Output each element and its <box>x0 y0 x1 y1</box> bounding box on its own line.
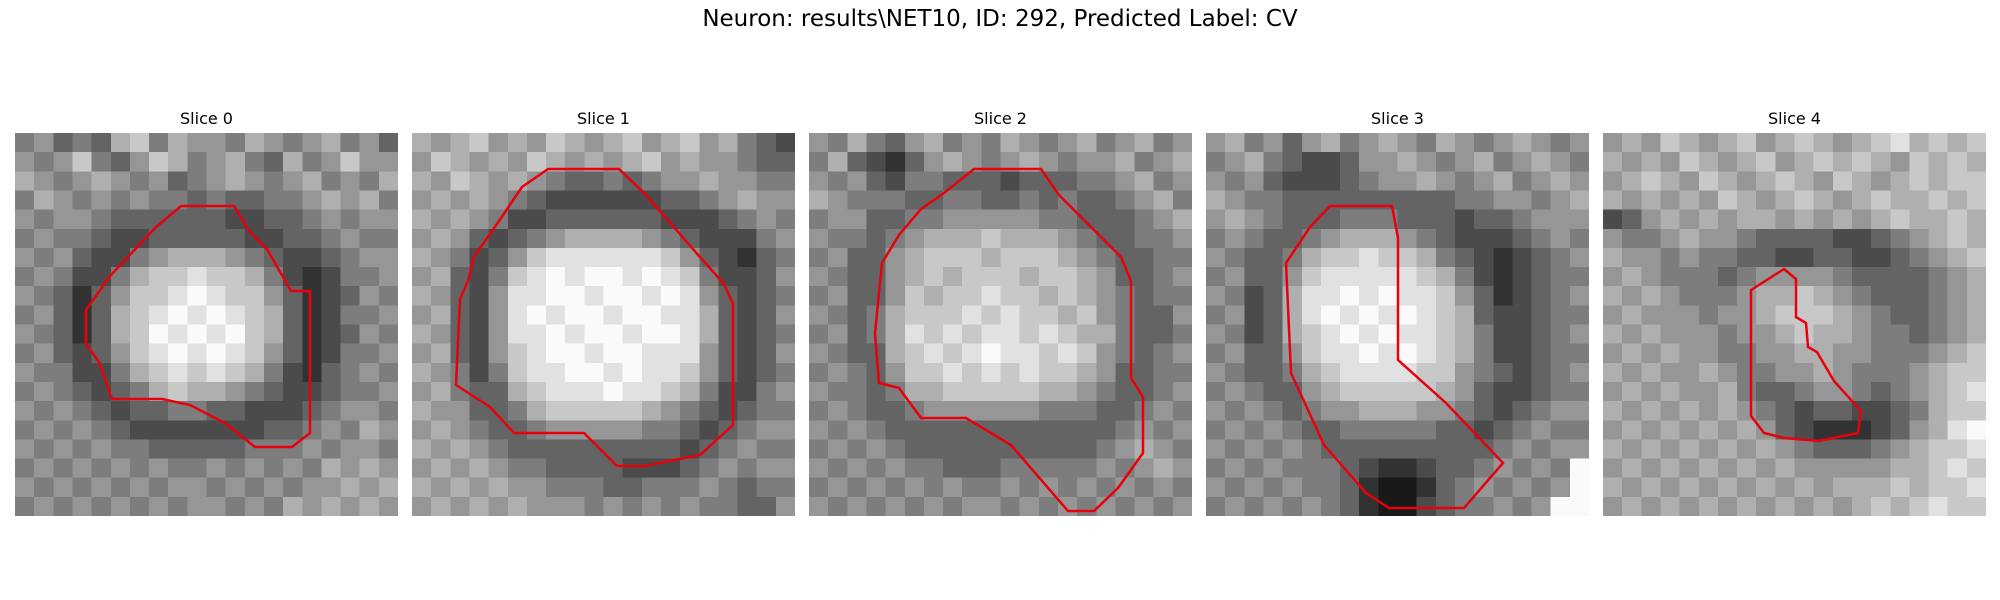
slice-image <box>15 133 398 516</box>
contour-overlay <box>1284 204 1505 510</box>
slice-title: Slice 3 <box>1371 109 1424 128</box>
slice-panel-3: Slice 3 <box>1206 108 1589 516</box>
segmentation-contour <box>1284 204 1505 510</box>
contour-overlay <box>1749 267 1863 443</box>
segmentation-contour <box>454 167 735 468</box>
segmentation-contour <box>873 167 1145 513</box>
slice-image-wrap <box>1206 133 1589 516</box>
slice-title: Slice 2 <box>974 109 1027 128</box>
slice-panel-0: Slice 0 <box>15 108 398 516</box>
slice-title: Slice 4 <box>1768 109 1821 128</box>
slice-image <box>809 133 1192 516</box>
contour-overlay <box>84 204 312 449</box>
slice-title: Slice 0 <box>180 109 233 128</box>
figure-title: Neuron: results\NET10, ID: 292, Predicte… <box>702 6 1298 32</box>
slice-panel-1: Slice 1 <box>412 108 795 516</box>
slice-image-wrap <box>1603 133 1986 516</box>
slice-image-wrap <box>15 133 398 516</box>
segmentation-contour <box>1749 267 1863 443</box>
slice-image-wrap <box>412 133 795 516</box>
contour-overlay <box>454 167 735 468</box>
contour-overlay <box>873 167 1145 513</box>
segmentation-contour <box>84 204 312 449</box>
slice-image <box>1603 133 1986 516</box>
slice-title: Slice 1 <box>577 109 630 128</box>
slice-image-wrap <box>809 133 1192 516</box>
slice-panel-4: Slice 4 <box>1603 108 1986 516</box>
slice-panel-2: Slice 2 <box>809 108 1192 516</box>
